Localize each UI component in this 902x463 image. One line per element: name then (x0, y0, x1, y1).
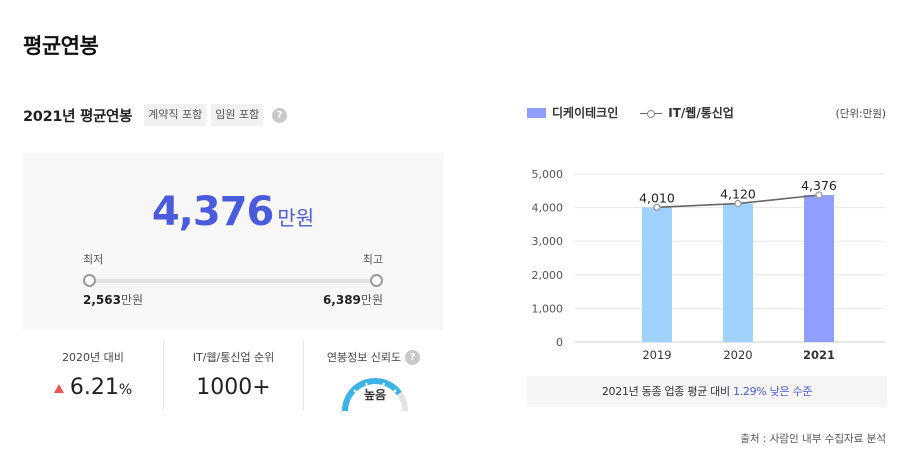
data-label: 4,376 (801, 178, 837, 193)
tag-contract: 계약직 포함 (144, 104, 207, 126)
chart-legend: 디케이테크인 IT/웹/통신업 (527, 104, 734, 121)
industry-compare-box: 2021년 동종 업종 평균 대비 1.29% 낮은 수준 (527, 376, 887, 407)
compare-prefix: 2021년 동종 업종 평균 대비 (601, 385, 730, 398)
stats-row: 2020년 대비 6.21% IT/웹/통신업 순위 1000+ 연봉정보 신뢰… (23, 340, 443, 411)
reliability-label-wrap: 연봉정보 신뢰도 ? (304, 349, 443, 365)
stat-reliability: 연봉정보 신뢰도 ? 높음 (303, 340, 443, 411)
range-min-dot (83, 274, 96, 287)
y-tick-label: 0 (556, 336, 563, 349)
bar (804, 194, 834, 342)
y-tick-label: 4,000 (532, 202, 564, 215)
max-salary-unit: 만원 (360, 293, 383, 307)
gauge-arc (342, 378, 408, 411)
max-salary: 6,389만원 (323, 291, 383, 308)
max-salary-value: 6,389 (322, 293, 361, 307)
line-point (653, 203, 661, 211)
section-header: 2021년 평균연봉 계약직 포함 임원 포함 ? (23, 104, 288, 126)
yoy-pct: % (118, 382, 133, 398)
line-point (734, 199, 742, 208)
average-salary: 4,376 만원 (23, 189, 443, 235)
unit-note: (단위:만원) (835, 108, 886, 120)
max-label: 최고 (362, 253, 383, 266)
stat-industry-rank: IT/웹/통신업 순위 1000+ (163, 340, 303, 410)
rank-label: IT/웹/통신업 순위 (192, 351, 275, 364)
legend-line-swatch (640, 108, 663, 118)
y-tick-label: 2,000 (532, 269, 564, 282)
section-title: 2021년 평균연봉 (23, 108, 133, 125)
arrow-up-icon (53, 383, 64, 393)
rank-value: 1000+ (196, 375, 271, 400)
yoy-value-wrap: 6.21% (23, 375, 163, 400)
salary-summary-box: 4,376 만원 최저 최고 2,563만원 6,389만원 (23, 153, 443, 330)
min-label: 최저 (83, 253, 104, 266)
line-point (815, 191, 823, 199)
reliability-gauge: 높음 (339, 371, 411, 411)
reliability-value: 높음 (363, 388, 387, 402)
salary-chart: 0 1,000 2,000 3,000 4,000 5,000 2019 2020 2021 4,… (532, 168, 885, 362)
reliability-help-icon[interactable]: ? (405, 349, 421, 365)
range-max-dot (370, 274, 383, 287)
x-tick-label: 2019 (642, 348, 671, 362)
stat-yoy: 2020년 대비 6.21% (23, 340, 163, 410)
data-label: 4,120 (720, 187, 756, 202)
tag-executive: 임원 포함 (211, 104, 264, 126)
bar (723, 203, 753, 342)
y-tick-label: 5,000 (532, 168, 564, 181)
x-tick-label: 2021 (803, 348, 835, 362)
bar (642, 207, 672, 342)
average-salary-unit: 만원 (277, 206, 315, 230)
average-salary-value: 4,376 (151, 189, 275, 235)
legend-bar-label: 디케이테크인 (552, 106, 619, 120)
y-tick-label: 1,000 (532, 302, 564, 315)
x-tick-label: 2020 (723, 348, 752, 362)
yoy-value: 6.21 (69, 375, 119, 400)
source-note: 출처 : 사람인 내부 수집자료 분석 (740, 433, 886, 445)
legend-bar-swatch (527, 107, 546, 118)
data-label: 4,010 (639, 190, 675, 205)
legend-line-label: IT/웹/통신업 (668, 106, 734, 120)
y-tick-label: 3,000 (532, 235, 564, 248)
min-salary: 2,563만원 (83, 291, 143, 308)
min-salary-value: 2,563 (83, 293, 121, 307)
yoy-label: 2020년 대비 (62, 351, 124, 364)
compare-highlight: 1.29% 낮은 수준 (733, 385, 813, 398)
reliability-label: 연봉정보 신뢰도 (326, 351, 402, 364)
help-icon[interactable]: ? (272, 107, 288, 123)
page-title: 평균연봉 (23, 34, 99, 58)
min-salary-unit: 만원 (120, 293, 144, 307)
salary-range-track (93, 279, 377, 283)
